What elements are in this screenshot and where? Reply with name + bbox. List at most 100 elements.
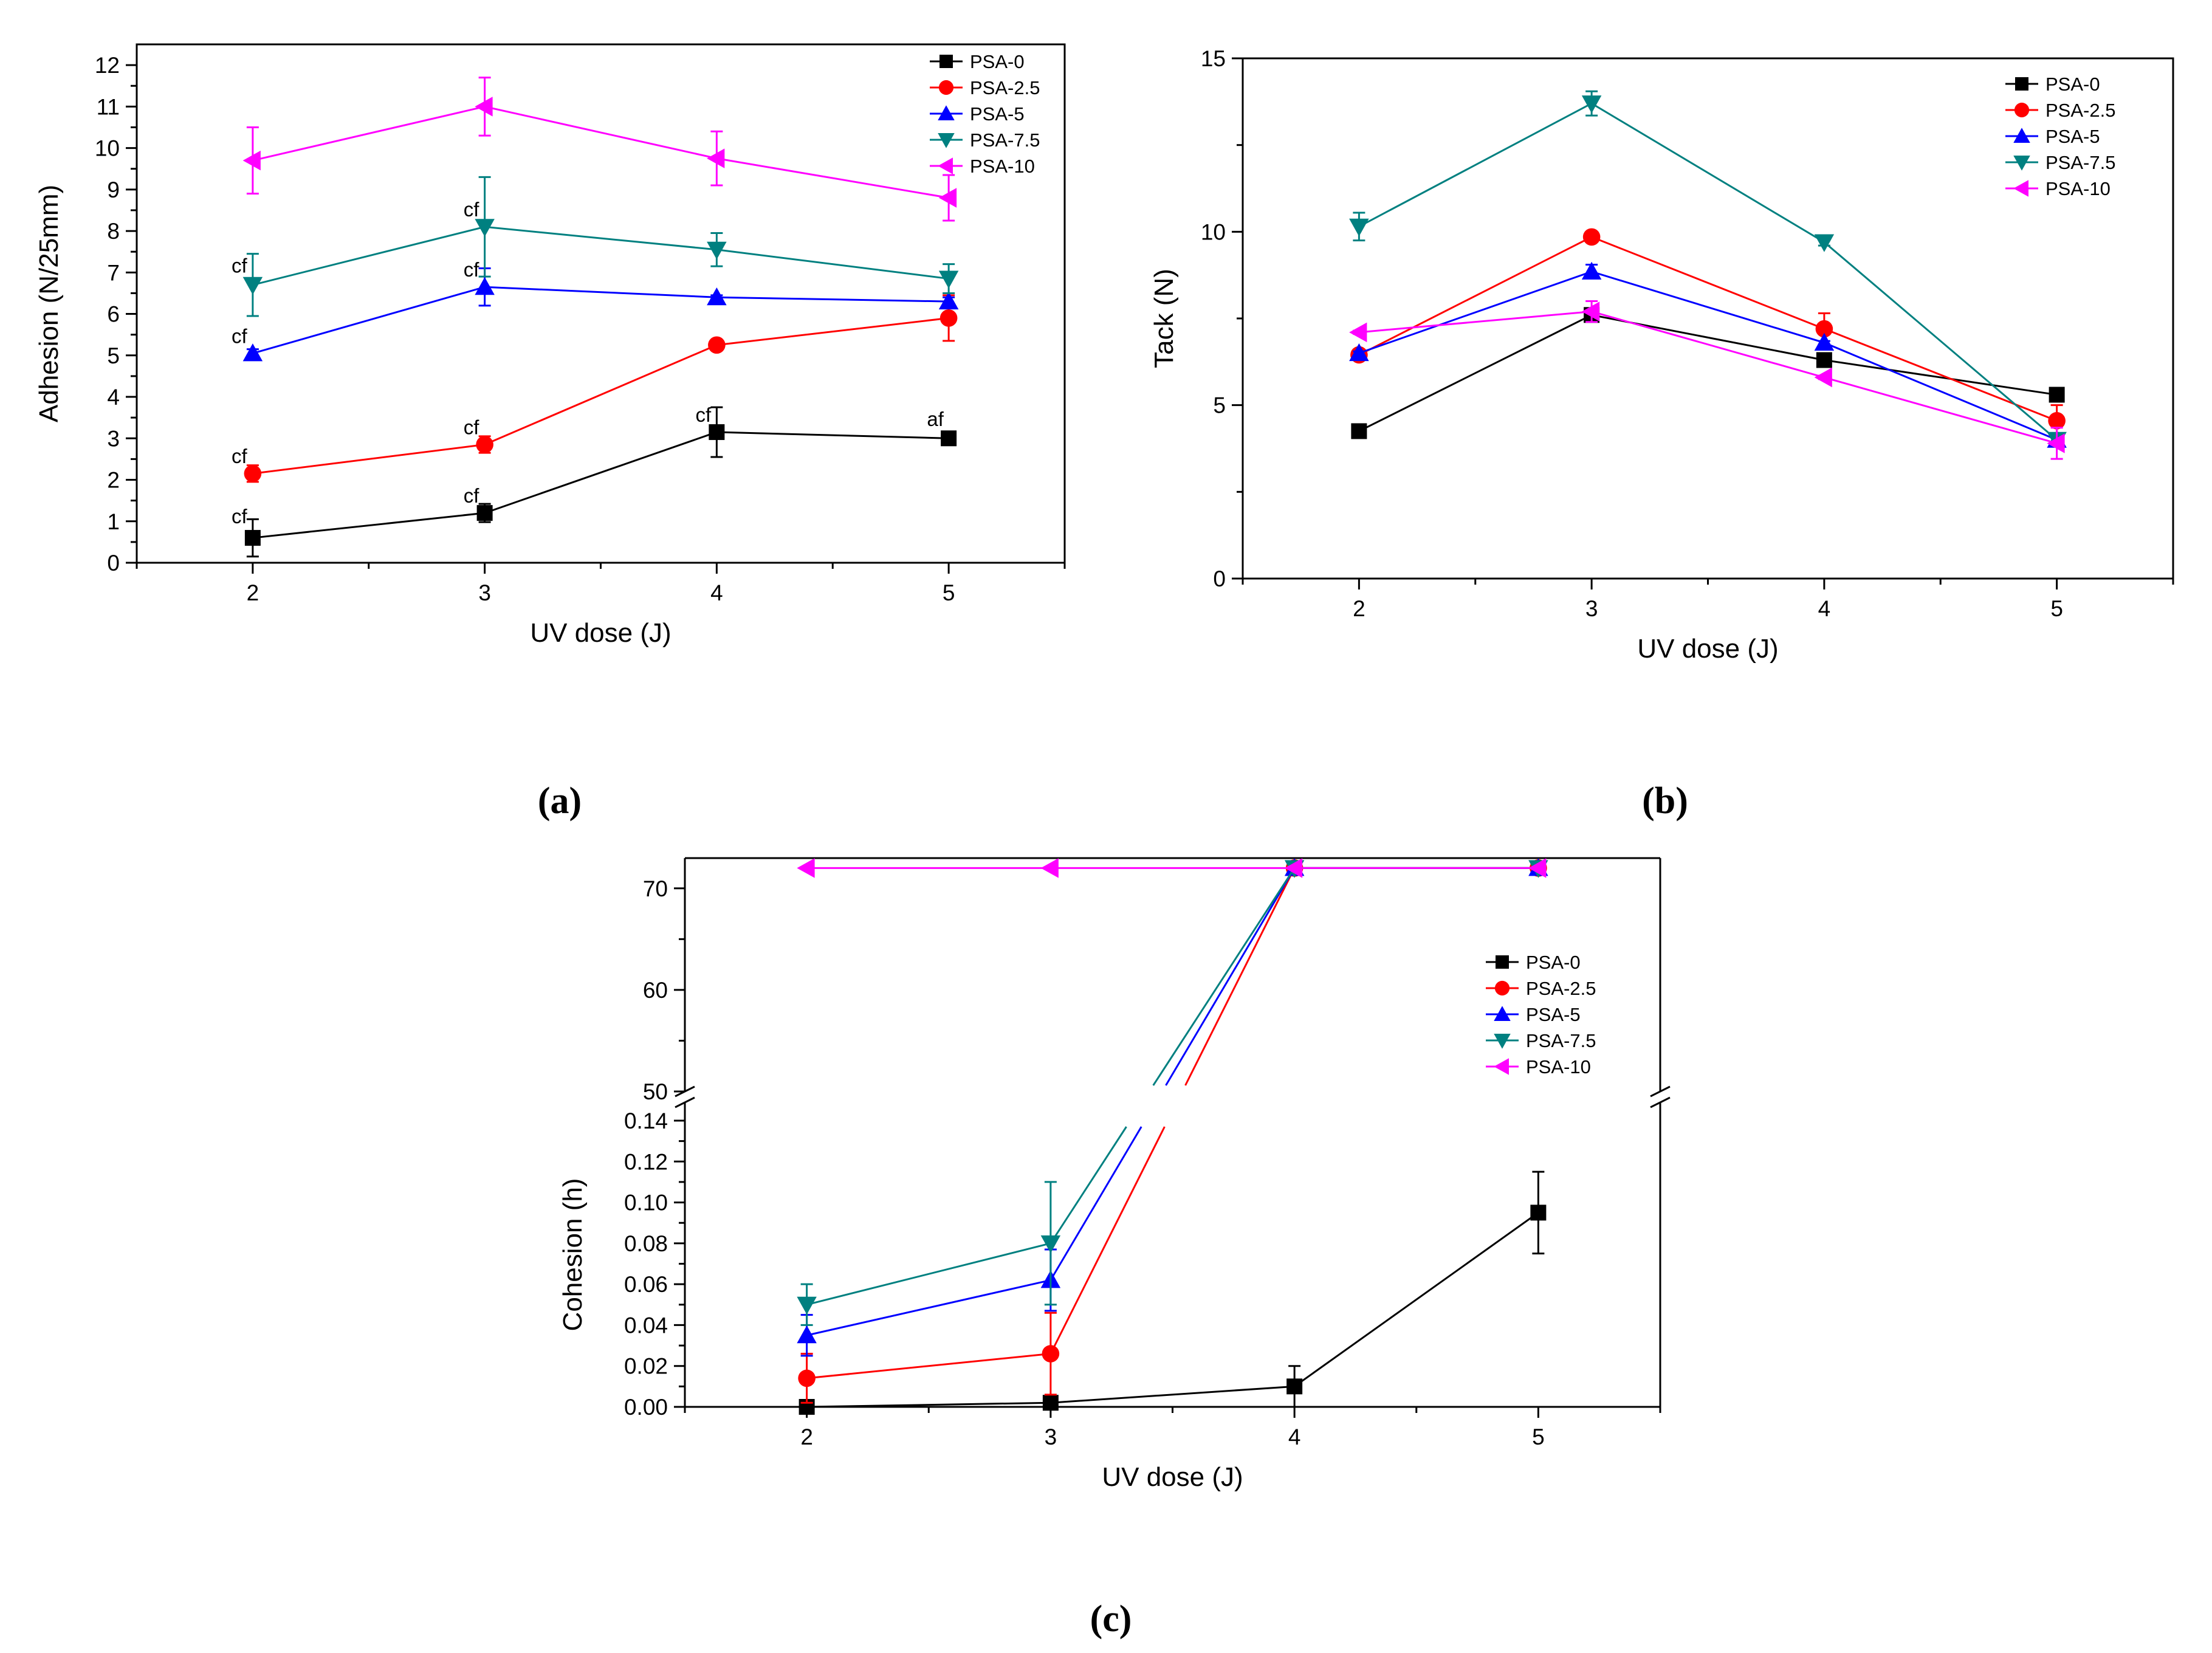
- panel-a-y-tick-label-9: 9: [107, 177, 120, 202]
- panel-c-legend-item-psa-5: PSA-5: [1486, 1004, 1581, 1025]
- panel-a-y-tick-label-12: 12: [95, 53, 120, 78]
- panel-a-legend-item-psa-0: PSA-0: [930, 51, 1025, 72]
- panel-a-caption: (a): [538, 780, 582, 822]
- panel-a-line-psa-10: [252, 105, 949, 199]
- panel-c-y-axis-title: Cohesion (h): [558, 1178, 588, 1332]
- panel-c-point-psa-10-2: [797, 858, 815, 878]
- panel-a-series-psa-0: [244, 406, 957, 558]
- panel-b-legend-label-psa-5: PSA-5: [2045, 126, 2100, 147]
- panel-c-point-psa-10-3: [1040, 858, 1059, 878]
- panel-c-point-psa-0-5: [1530, 1205, 1547, 1221]
- panel-a-series-psa-2-5: [244, 294, 958, 483]
- panel-a-y-tick-label-2: 2: [107, 468, 120, 493]
- panel-a-line-psa-2-5: [252, 317, 949, 475]
- panel-a-point-psa-10-5: [938, 188, 957, 208]
- panel-a-point-psa-10-3: [475, 97, 493, 117]
- panel-a-y-tick-label-0: 0: [107, 551, 120, 576]
- panel-b-y-axis-title: Tack (N): [1149, 269, 1179, 368]
- panel-c-line-segment-psa-0: [806, 1401, 1051, 1408]
- panel-c-legend-marker-psa-7-5: [1494, 1034, 1511, 1049]
- panel-b-series-psa-2-5: [1350, 228, 2066, 438]
- panel-a-y-tick-label-3: 3: [107, 426, 120, 451]
- panel-a-point-psa-5-3: [475, 277, 495, 295]
- panel-b-legend-marker-psa-0: [2015, 77, 2028, 91]
- panel-b-line-psa-0: [1358, 314, 2057, 432]
- panel-a-legend-label-psa-0: PSA-0: [970, 51, 1025, 72]
- panel-b-point-psa-2-5-3: [1582, 228, 1601, 246]
- panel-a-annotation-0: cf: [232, 505, 248, 528]
- panel-a-legend-label-psa-7-5: PSA-7.5: [970, 129, 1040, 151]
- panel-a-y-axis-title: Adhesion (N/25mm): [34, 185, 64, 422]
- panel-b-legend-item-psa-10: PSA-10: [2005, 178, 2111, 199]
- panel-c-axis-break-mark-right: [1650, 1085, 1671, 1108]
- panel-a-line-psa-0: [252, 431, 949, 539]
- panel-c-y-tick-label-70: 70: [643, 876, 668, 901]
- panel-a-annotation-6: cf: [232, 325, 248, 347]
- panel-c-point-psa-7-5-3: [1040, 1235, 1061, 1254]
- panel-b-legend-item-psa-5: PSA-5: [2005, 126, 2100, 147]
- panel-a-point-psa-5-5: [938, 291, 959, 310]
- panel-a-y-tick-label-7: 7: [107, 260, 120, 285]
- panel-a-annotation-7: cf: [464, 258, 480, 281]
- panel-a-legend-marker-psa-7-5: [938, 133, 955, 148]
- panel-a-point-psa-7-5-3: [475, 219, 495, 237]
- panel-b-x-tick-label-2: 2: [1353, 596, 1365, 621]
- panel-a-annotation-9: cf: [464, 198, 480, 221]
- panel-c-legend-label-psa-2-5: PSA-2.5: [1526, 978, 1596, 999]
- panel-a-point-psa-2-5-3: [476, 436, 493, 453]
- panel-b-legend-marker-psa-5: [2013, 128, 2030, 143]
- panel-b-x-axis-title: UV dose (J): [1637, 634, 1778, 664]
- panel-b-point-psa-0-4: [1816, 352, 1832, 368]
- panel-b-point-psa-2-5-4: [1815, 320, 1833, 338]
- panel-a-line-psa-7-5: [252, 225, 949, 286]
- panel-b-point-psa-10-3: [1581, 301, 1600, 321]
- panel-b-legend-item-psa-0: PSA-0: [2005, 74, 2100, 95]
- panel-a-plot-frame: [136, 43, 1066, 564]
- panel-a-annotation-5: cf: [464, 416, 480, 438]
- panel-a-x-tick-label-5: 5: [943, 580, 955, 605]
- panel-b-point-psa-5-4: [1814, 332, 1835, 351]
- panel-b-line-psa-5: [1358, 270, 2058, 441]
- panel-b-point-psa-7-5-3: [1581, 95, 1602, 114]
- panel-a-point-psa-0-3: [476, 505, 493, 521]
- panel-a-y-tick-label-5: 5: [107, 343, 120, 368]
- panel-a-series-psa-5: [242, 267, 959, 362]
- panel-b-legend-label-psa-0: PSA-0: [2045, 74, 2100, 95]
- panel-c-legend-item-psa-0: PSA-0: [1486, 952, 1581, 973]
- panel-a-point-psa-5-2: [242, 343, 263, 362]
- panel-c-y-tick-label-0.12: 0.12: [624, 1149, 668, 1174]
- panel-b-legend-label-psa-2-5: PSA-2.5: [2045, 100, 2115, 121]
- panel-b-point-psa-0-2: [1351, 423, 1367, 439]
- panel-a-y-tick-label-8: 8: [107, 219, 120, 244]
- panel-a-x-tick-label-3: 3: [478, 580, 491, 605]
- panel-b-legend: PSA-0 PSA-2.5 PSA-5 PSA-7.5 PSA-10: [2005, 74, 2115, 199]
- panel-a-y-tick-label-10: 10: [95, 136, 120, 161]
- panel-c-line-segment-psa-0: [1294, 1212, 1539, 1387]
- panel-c-x-tick-label-3: 3: [1045, 1424, 1057, 1449]
- panel-a-point-psa-10-4: [707, 148, 725, 168]
- panel-c-cohesion-chart: 2 3 4 5 0.00 0.02 0.04 0.06 0.08 0.10 0.12 0.14 50 60…: [558, 857, 1671, 1640]
- panel-c-legend-item-psa-7-5: PSA-7.5: [1486, 1030, 1596, 1051]
- panel-a-legend: PSA-0 PSA-2.5 PSA-5 PSA-7.5 PSA-10: [930, 51, 1040, 177]
- panel-c-point-psa-10-5: [1528, 858, 1547, 878]
- panel-a-legend-item-psa-2-5: PSA-2.5: [930, 77, 1040, 98]
- panel-a-line-psa-5: [252, 286, 949, 354]
- panel-c-series-psa-0: [799, 1170, 1547, 1415]
- panel-a-x-axis-title: UV dose (J): [530, 618, 671, 648]
- panel-c-legend-label-psa-7-5: PSA-7.5: [1526, 1030, 1596, 1051]
- panel-a-annotation-4: cf: [232, 445, 248, 467]
- panel-a-legend-marker-psa-2-5: [938, 80, 954, 95]
- panel-a-legend-label-psa-2-5: PSA-2.5: [970, 77, 1040, 98]
- panel-a-y-tick-label-4: 4: [107, 385, 120, 410]
- panel-a-legend-item-psa-10: PSA-10: [930, 156, 1035, 177]
- panel-c-line-segment-psa-2-5: [806, 1353, 1051, 1380]
- panel-b-line-psa-2-5: [1358, 236, 2058, 422]
- panel-a-point-psa-0-5: [941, 430, 957, 447]
- panel-b-point-psa-5-2: [1349, 343, 1369, 362]
- panel-c-line-segment-psa-7-5: [1152, 867, 1296, 1086]
- panel-b-point-psa-7-5-2: [1349, 218, 1369, 237]
- panel-a-legend-label-psa-10: PSA-10: [970, 156, 1035, 177]
- panel-a-annotation-3: af: [927, 408, 944, 430]
- panel-c-series-psa-10: [797, 858, 1547, 878]
- panel-c-legend-item-psa-10: PSA-10: [1486, 1056, 1591, 1077]
